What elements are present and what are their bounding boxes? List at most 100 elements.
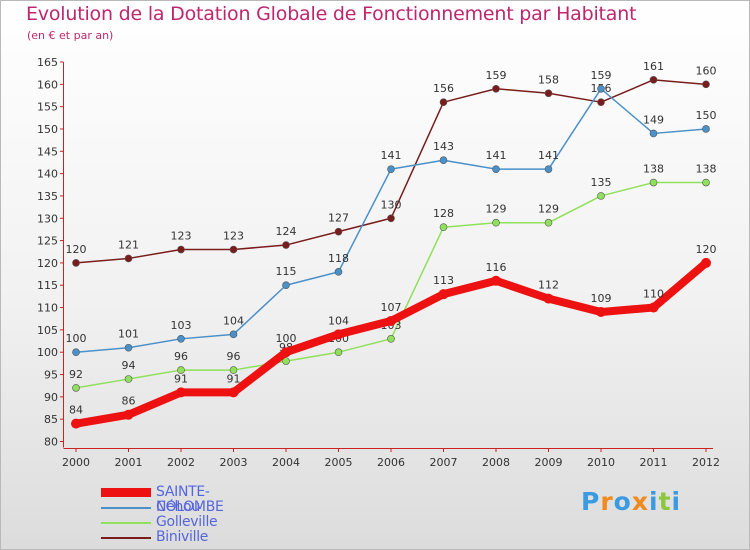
- x-tick-label: 2006: [377, 456, 405, 469]
- data-point-biniville: [702, 80, 710, 89]
- data-label-sainte-colombe: 120: [696, 243, 717, 256]
- y-tick-label: 145: [37, 145, 58, 158]
- data-label-biniville: 156: [433, 82, 454, 95]
- data-point-golleville: [177, 366, 185, 374]
- logo-letter: t: [658, 487, 672, 516]
- data-point-n-hou: [177, 335, 185, 343]
- data-point-golleville: [229, 366, 238, 374]
- data-label-sainte-colombe: 116: [486, 261, 507, 274]
- data-label-golleville: 129: [538, 203, 559, 216]
- y-tick-label: 85: [44, 413, 58, 426]
- data-label-golleville: 138: [696, 163, 717, 176]
- y-tick-label: 80: [44, 436, 58, 449]
- data-point-biniville: [124, 254, 133, 263]
- data-point-sainte-colombe: [701, 257, 711, 268]
- data-point-sainte-colombe: [123, 409, 134, 420]
- data-label-n-hou: 118: [328, 252, 349, 265]
- data-label-n-hou: 141: [486, 149, 507, 162]
- data-label-biniville: 124: [276, 225, 297, 238]
- data-point-biniville: [597, 98, 605, 106]
- data-label-n-hou: 150: [696, 109, 717, 122]
- x-tick-label: 2001: [115, 456, 143, 469]
- data-label-golleville: 138: [643, 163, 664, 176]
- data-label-golleville: 135: [591, 176, 612, 189]
- data-point-sainte-colombe: [333, 329, 344, 340]
- data-label-golleville: 96: [174, 350, 188, 363]
- data-point-golleville: [334, 348, 343, 357]
- x-tick-label: 2010: [587, 456, 615, 469]
- data-point-n-hou: [439, 156, 448, 165]
- data-point-n-hou: [492, 165, 500, 173]
- y-tick-label: 95: [44, 369, 58, 382]
- data-label-golleville: 96: [227, 350, 241, 363]
- y-tick-label: 90: [44, 391, 58, 404]
- data-label-sainte-colombe: 91: [227, 372, 241, 385]
- logo-letter: P: [581, 487, 601, 516]
- x-tick-label: 2004: [272, 456, 300, 469]
- data-point-n-hou: [282, 281, 290, 290]
- data-point-biniville: [387, 214, 395, 223]
- data-point-golleville: [387, 335, 395, 343]
- data-point-n-hou: [702, 125, 710, 133]
- logo-letter: i: [671, 487, 682, 516]
- data-point-biniville: [334, 227, 343, 236]
- y-tick-label: 165: [37, 56, 58, 69]
- x-tick-label: 2008: [482, 456, 510, 469]
- y-tick-label: 160: [37, 78, 58, 91]
- data-label-sainte-colombe: 109: [591, 292, 612, 305]
- x-tick-label: 2002: [167, 456, 195, 469]
- data-label-n-hou: 143: [433, 140, 454, 153]
- data-label-golleville: 92: [69, 368, 83, 381]
- data-point-sainte-colombe: [281, 347, 291, 358]
- data-point-n-hou: [649, 129, 658, 138]
- data-point-n-hou: [597, 84, 605, 93]
- proxiti-logo: Proxiti: [581, 487, 681, 516]
- y-tick-label: 130: [37, 212, 58, 225]
- data-point-n-hou: [334, 268, 343, 276]
- logo-letter: r: [600, 487, 614, 516]
- data-point-biniville: [492, 84, 500, 93]
- legend-label: Néhou: [156, 499, 200, 515]
- logo-letter: x: [631, 487, 649, 516]
- data-label-biniville: 161: [643, 60, 664, 73]
- data-point-sainte-colombe: [71, 418, 81, 429]
- y-tick-label: 140: [37, 168, 58, 181]
- data-label-n-hou: 141: [538, 149, 559, 162]
- data-point-golleville: [282, 357, 290, 365]
- data-point-sainte-colombe: [438, 289, 449, 300]
- data-label-biniville: 130: [381, 198, 402, 211]
- data-point-golleville: [597, 192, 605, 200]
- y-tick-label: 150: [37, 123, 58, 136]
- data-label-golleville: 128: [433, 207, 454, 220]
- series-line-sainte-colombe: [72, 258, 710, 428]
- data-point-n-hou: [229, 330, 238, 339]
- data-label-n-hou: 115: [276, 265, 297, 278]
- y-tick-label: 115: [37, 279, 58, 292]
- data-label-n-hou: 159: [591, 69, 612, 82]
- data-label-biniville: 160: [696, 64, 717, 77]
- data-label-sainte-colombe: 86: [122, 395, 136, 408]
- x-tick-label: 2007: [430, 456, 458, 469]
- y-tick-label: 155: [37, 101, 58, 114]
- data-point-sainte-colombe: [648, 302, 659, 313]
- data-point-sainte-colombe: [543, 293, 554, 304]
- data-label-n-hou: 104: [223, 314, 244, 327]
- data-label-sainte-colombe: 113: [433, 274, 454, 287]
- data-point-biniville: [229, 245, 238, 254]
- legend-swatch: [101, 537, 151, 539]
- data-label-sainte-colombe: 112: [538, 279, 559, 292]
- data-label-sainte-colombe: 91: [174, 372, 188, 385]
- data-label-n-hou: 103: [171, 319, 192, 332]
- data-point-sainte-colombe: [176, 387, 186, 398]
- data-label-sainte-colombe: 104: [328, 314, 349, 327]
- legend-label: SAINTE-COLOMBE: [156, 484, 224, 515]
- data-point-golleville: [439, 223, 448, 231]
- y-tick-label: 125: [37, 235, 58, 248]
- y-tick-label: 110: [37, 302, 58, 315]
- x-tick-label: 2003: [220, 456, 248, 469]
- data-point-golleville: [492, 218, 500, 227]
- y-tick-label: 105: [37, 324, 58, 337]
- data-point-golleville: [702, 178, 710, 187]
- data-point-golleville: [649, 178, 658, 187]
- data-label-golleville: 94: [122, 359, 136, 372]
